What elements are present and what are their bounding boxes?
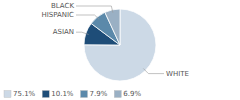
legend-swatch [81,91,88,98]
legend-label: 7.9% [90,90,108,98]
annotation: WHITE [166,70,189,78]
leader-line [76,6,113,13]
legend-swatch [114,91,121,98]
legend-label: 6.9% [123,90,141,98]
legend-swatch [42,91,49,98]
leader-line [76,15,99,19]
annotation: ASIAN [53,28,74,36]
leader-line [76,32,89,34]
legend-swatch [4,91,11,98]
annotation: BLACK [51,2,74,10]
annotations: WHITE ASIAN HISPANICBLACK [41,2,188,78]
leader-line [143,68,164,73]
legend: 75.1% 10.1% 7.9% 6.9% [4,90,141,98]
legend-label: 10.1% [51,90,74,98]
legend-label: 75.1% [13,90,36,98]
chart: WHITE ASIAN HISPANICBLACK 75.1% 10.1% 7.9% 6.9… [0,0,240,100]
annotation: HISPANIC [41,11,74,19]
pie-slice [105,9,120,45]
